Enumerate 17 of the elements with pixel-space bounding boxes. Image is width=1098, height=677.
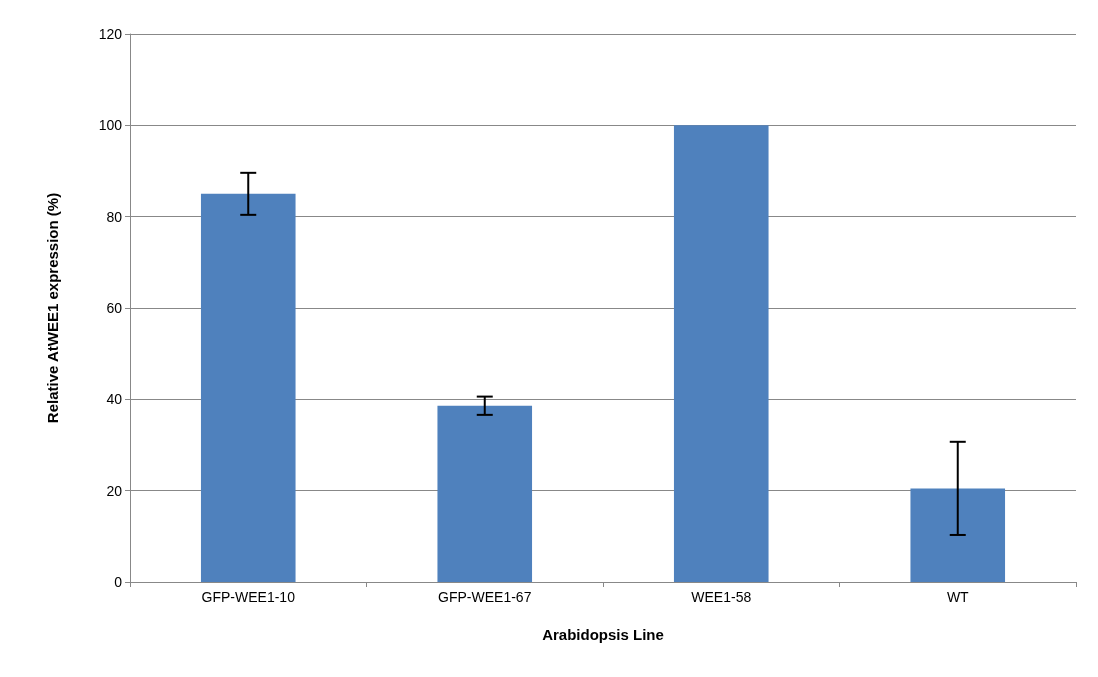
y-tick-label: 0 — [114, 574, 123, 590]
y-tick-label: 60 — [106, 300, 123, 316]
y-tick-label: 120 — [98, 26, 123, 42]
x-tick-label: WEE1-58 — [691, 589, 752, 605]
bar — [910, 488, 1006, 582]
y-tick-label: 20 — [106, 482, 123, 499]
x-axis-title: Arabidopsis Line — [542, 626, 664, 643]
y-tick-label: 40 — [106, 391, 123, 408]
x-tick-label: GFP-WEE1-67 — [438, 589, 532, 605]
bar — [673, 125, 769, 582]
y-tick-label: 80 — [106, 208, 123, 225]
x-tick-label: WT — [946, 589, 970, 605]
bar — [437, 405, 533, 582]
x-tick-label: GFP-WEE1-10 — [201, 589, 296, 605]
y-tick-label: 100 — [98, 117, 123, 134]
bar — [200, 193, 296, 582]
y-axis-title: Relative AtWEE1 expression (%) — [44, 192, 61, 424]
